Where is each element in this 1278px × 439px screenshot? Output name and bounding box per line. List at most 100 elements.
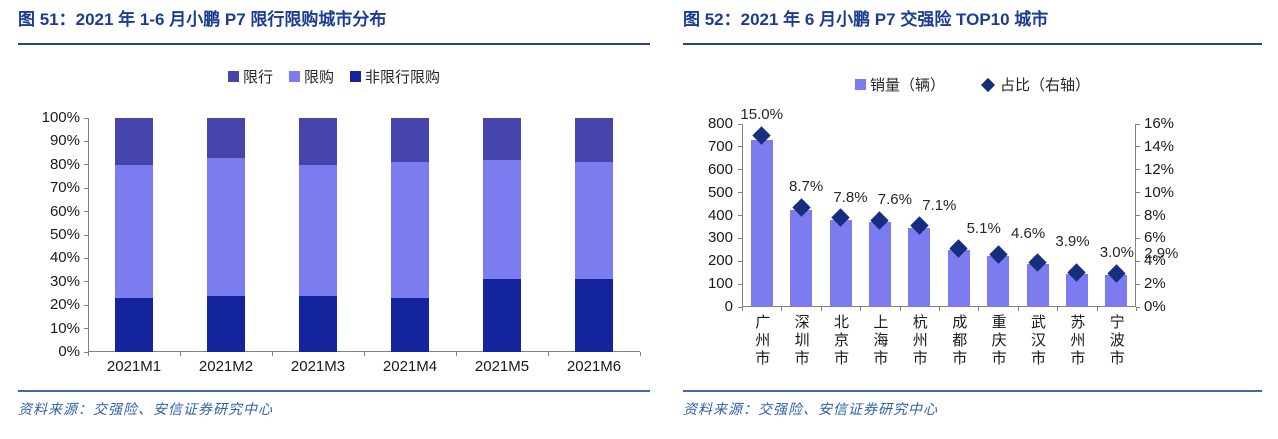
x-axis-tick [899,307,901,311]
figure-51-title: 图 51：2021 年 1-6 月小鹏 P7 限行限购城市分布 [18,10,387,29]
left-axis-label: 200 [707,252,733,270]
right-axis-label: 12% [1144,160,1175,178]
y-axis-tick [84,304,88,306]
y-axis-tick [84,351,88,353]
bar-segment-非限行限购 [115,298,153,352]
x-axis-tick [456,352,457,356]
legend-label: 占比（右轴） [1000,77,1091,94]
x-axis-tick [1096,307,1098,311]
sales-bar-武汉市 [1026,263,1049,307]
x-axis-tick [742,307,743,311]
bar-segment-限购 [391,162,429,299]
right-axis-tick [1136,123,1140,125]
left-axis-tick [738,215,742,216]
right-axis-tick [1136,146,1140,148]
left-axis-tick [738,169,742,171]
right-axis-label: 8% [1144,206,1166,224]
city-axis-label: 宁波市 [1097,314,1136,372]
y-axis-tick [84,187,88,189]
legend-item: 限行 [227,66,273,87]
y-axis-tick [84,164,88,166]
figure-51-source-divider [18,390,650,392]
share-value-label: 4.6% [1010,225,1046,243]
right-axis-label: 6% [1144,229,1166,247]
x-axis-tick [88,352,89,356]
y-axis-label: 50% [49,226,80,243]
bar-segment-限购 [299,164,337,296]
sales-bar-重庆市 [987,255,1010,307]
chart-legend: 销量（辆） 占比（右轴） [683,74,1262,95]
city-axis-label: 深圳市 [781,314,820,372]
left-axis-label: 800 [707,115,733,132]
square-swatch-icon [350,71,361,82]
x-axis-tick [1136,307,1137,311]
square-swatch-icon [227,71,239,82]
right-axis-tick [1136,237,1140,239]
bar-segment-非限行限购 [575,279,613,352]
city-axis-label: 武汉市 [1018,314,1057,372]
bar-line-combo-chart: 销量（辆） 占比（右轴） 0 100 200 300 400 500 600 700 800 0% 2%… [683,0,1262,439]
y-axis-tick [84,211,88,213]
right-axis-label: 14% [1144,137,1175,155]
legend-label: 限行 [242,69,273,86]
sales-bar-上海市 [868,222,891,307]
city-axis-label: 成都市 [939,314,978,372]
y-axis-label: 30% [49,272,80,290]
x-axis-label: 2021M1 [106,358,162,375]
x-axis-label: 2021M4 [382,358,438,375]
right-axis-label: 16% [1144,115,1175,132]
right-axis-tick [1136,260,1140,262]
sales-bar-苏州市 [1065,273,1088,307]
sales-bar-宁波市 [1105,274,1128,307]
y-axis-label: 0% [58,343,80,360]
x-axis-tick [272,352,273,356]
left-axis-label: 600 [707,160,733,178]
city-axis-label-text: 上海市 [871,314,889,368]
bar-segment-限行 [391,118,429,163]
share-value-label: 5.1% [966,219,1001,237]
bar-segment-非限行限购 [483,279,521,352]
y-axis-label: 90% [49,132,80,150]
bar-segment-非限行限购 [299,295,337,352]
city-axis-label-text: 重庆市 [989,314,1007,368]
legend-label: 限购 [303,69,334,86]
x-axis-tick [820,307,822,311]
y-axis-tick [84,257,88,259]
share-value-label: 15.0% [740,106,783,124]
city-axis-label-text: 广州市 [753,314,771,368]
share-value-label: 3.9% [1055,233,1090,251]
bar-segment-限行 [483,118,521,161]
sales-bar-广州市 [750,140,773,307]
x-axis-tick [1057,307,1059,311]
legend-label: 销量（辆） [869,77,945,94]
bar-segment-非限行限购 [207,295,245,352]
sales-bar-深圳市 [790,210,813,307]
bar-segment-限购 [207,157,245,296]
legend-label: 非限行限购 [365,69,441,86]
right-axis-tick [1136,283,1140,285]
share-value-label: 2.9% [1144,244,1179,262]
x-axis-tick [364,352,365,356]
stacked-bar-chart: 限行 限购 非限行限购 0% 10% 20% 30% 40% 50% 60% 70% 80% 90% 10… [18,0,650,439]
left-axis-tick [738,146,742,148]
y-axis-tick [84,140,88,142]
y-axis-tick [84,117,88,119]
left-axis-tick [738,283,742,285]
left-axis-tick [738,123,742,125]
plot-area [88,118,640,352]
y-axis-label: 80% [49,155,80,173]
city-axis-label: 广州市 [742,314,781,372]
right-axis-label: 2% [1144,275,1166,293]
left-axis-tick [738,237,742,239]
x-axis-tick [939,307,940,311]
x-axis-tick [1017,307,1019,311]
share-value-label: 3.0% [1099,243,1134,261]
figure-52: 图 52：2021 年 6 月小鹏 P7 交强险 TOP10 城市 销量（辆） 占… [683,0,1262,439]
city-axis-label-text: 北京市 [831,314,849,368]
right-axis-tick [1136,215,1140,216]
city-axis-label-text: 深圳市 [792,314,810,368]
square-swatch-icon [854,79,866,90]
share-value-label: 7.1% [922,196,957,214]
x-axis-tick [781,307,783,311]
x-axis-label: 2021M3 [290,358,346,375]
